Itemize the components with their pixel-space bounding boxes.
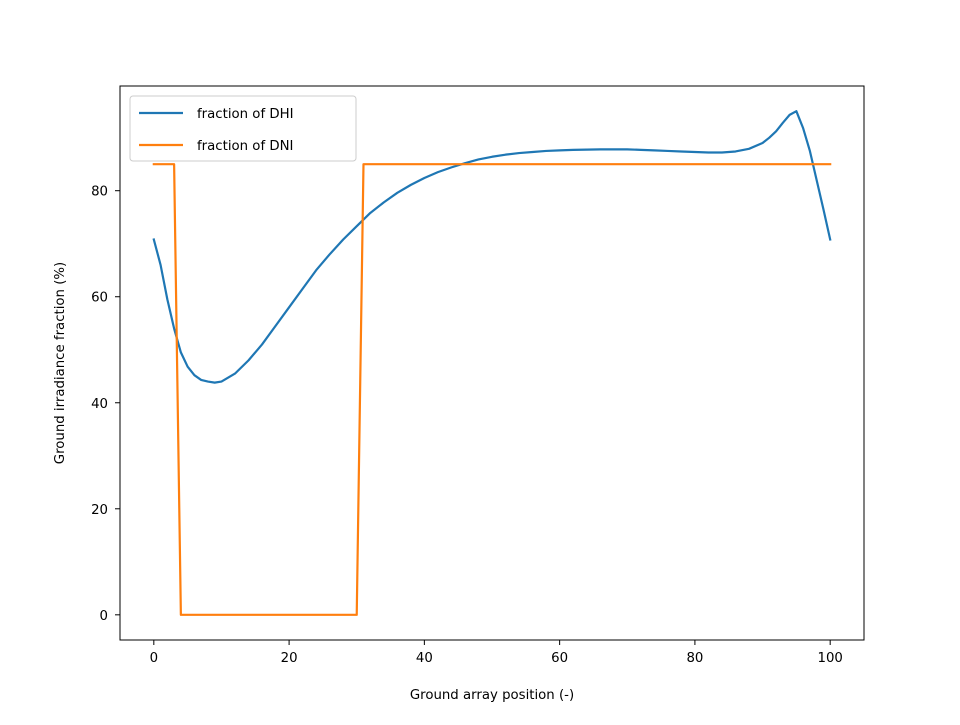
series-line-dni: [152, 163, 832, 616]
x-tick-label: 100: [817, 651, 842, 666]
y-tick-label: 40: [91, 397, 108, 412]
y-tick-label: 80: [91, 185, 108, 200]
legend-label-dni: fraction of DNI: [197, 139, 293, 154]
series-line-dhi: [152, 110, 832, 384]
legend-label-dhi: fraction of DHI: [197, 107, 294, 122]
x-tick-label: 40: [416, 651, 433, 666]
y-tick-label: 0: [100, 609, 108, 624]
x-axis-ticks: 0 20 40 60 80 100: [150, 640, 843, 666]
x-tick-label: 0: [150, 651, 158, 666]
x-tick-label: 80: [686, 651, 703, 666]
plot-frame: [119, 85, 865, 641]
y-axis-ticks: 0 20 40 60 80: [91, 185, 120, 624]
series-layer: [152, 110, 832, 616]
x-tick-label: 20: [281, 651, 298, 666]
x-tick-label: 60: [551, 651, 568, 666]
y-axis-label: Ground irradiance fraction (%): [53, 262, 68, 464]
y-tick-label: 60: [91, 291, 108, 306]
x-axis-label: Ground array position (-): [410, 688, 574, 703]
plot-area: [120, 86, 864, 640]
legend: fraction of DHI fraction of DNI: [129, 95, 357, 162]
legend-frame: [129, 95, 357, 162]
y-tick-label: 20: [91, 503, 108, 518]
